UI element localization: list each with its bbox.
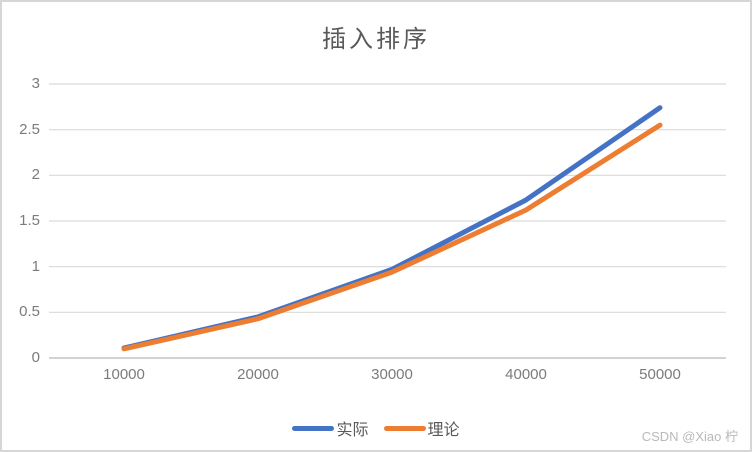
legend: 实际 理论 [2,416,750,440]
x-tick-label: 30000 [371,366,413,383]
legend-item-theory: 理论 [383,416,460,440]
y-tick-label: 1.5 [19,212,40,229]
x-tick-label: 10000 [103,366,145,383]
legend-swatch-theory-line [383,425,426,431]
y-axis-labels: 3 2.5 2 1.5 1 0.5 0 [2,2,44,450]
legend-label-theory: 理论 [427,422,460,439]
y-tick-label: 1 [31,257,40,275]
legend-swatch-actual-line [292,425,335,431]
legend-label-actual: 实际 [336,422,369,439]
y-tick-label: 2.5 [19,120,40,138]
y-tick-label: 2 [31,166,40,184]
csdn-watermark: CSDN @Xiao 柠 [641,429,738,444]
x-tick-label: 40000 [505,366,547,383]
y-tick-label: 0.5 [19,303,40,321]
chart-title: 插入排序 [322,26,430,53]
x-tick-label: 20000 [237,366,279,383]
y-tick-label: 0 [31,349,40,366]
y-tick-label: 3 [31,75,40,92]
x-tick-label: 50000 [639,366,681,383]
legend-item-actual: 实际 [292,416,369,440]
series-line-theory [121,122,663,352]
